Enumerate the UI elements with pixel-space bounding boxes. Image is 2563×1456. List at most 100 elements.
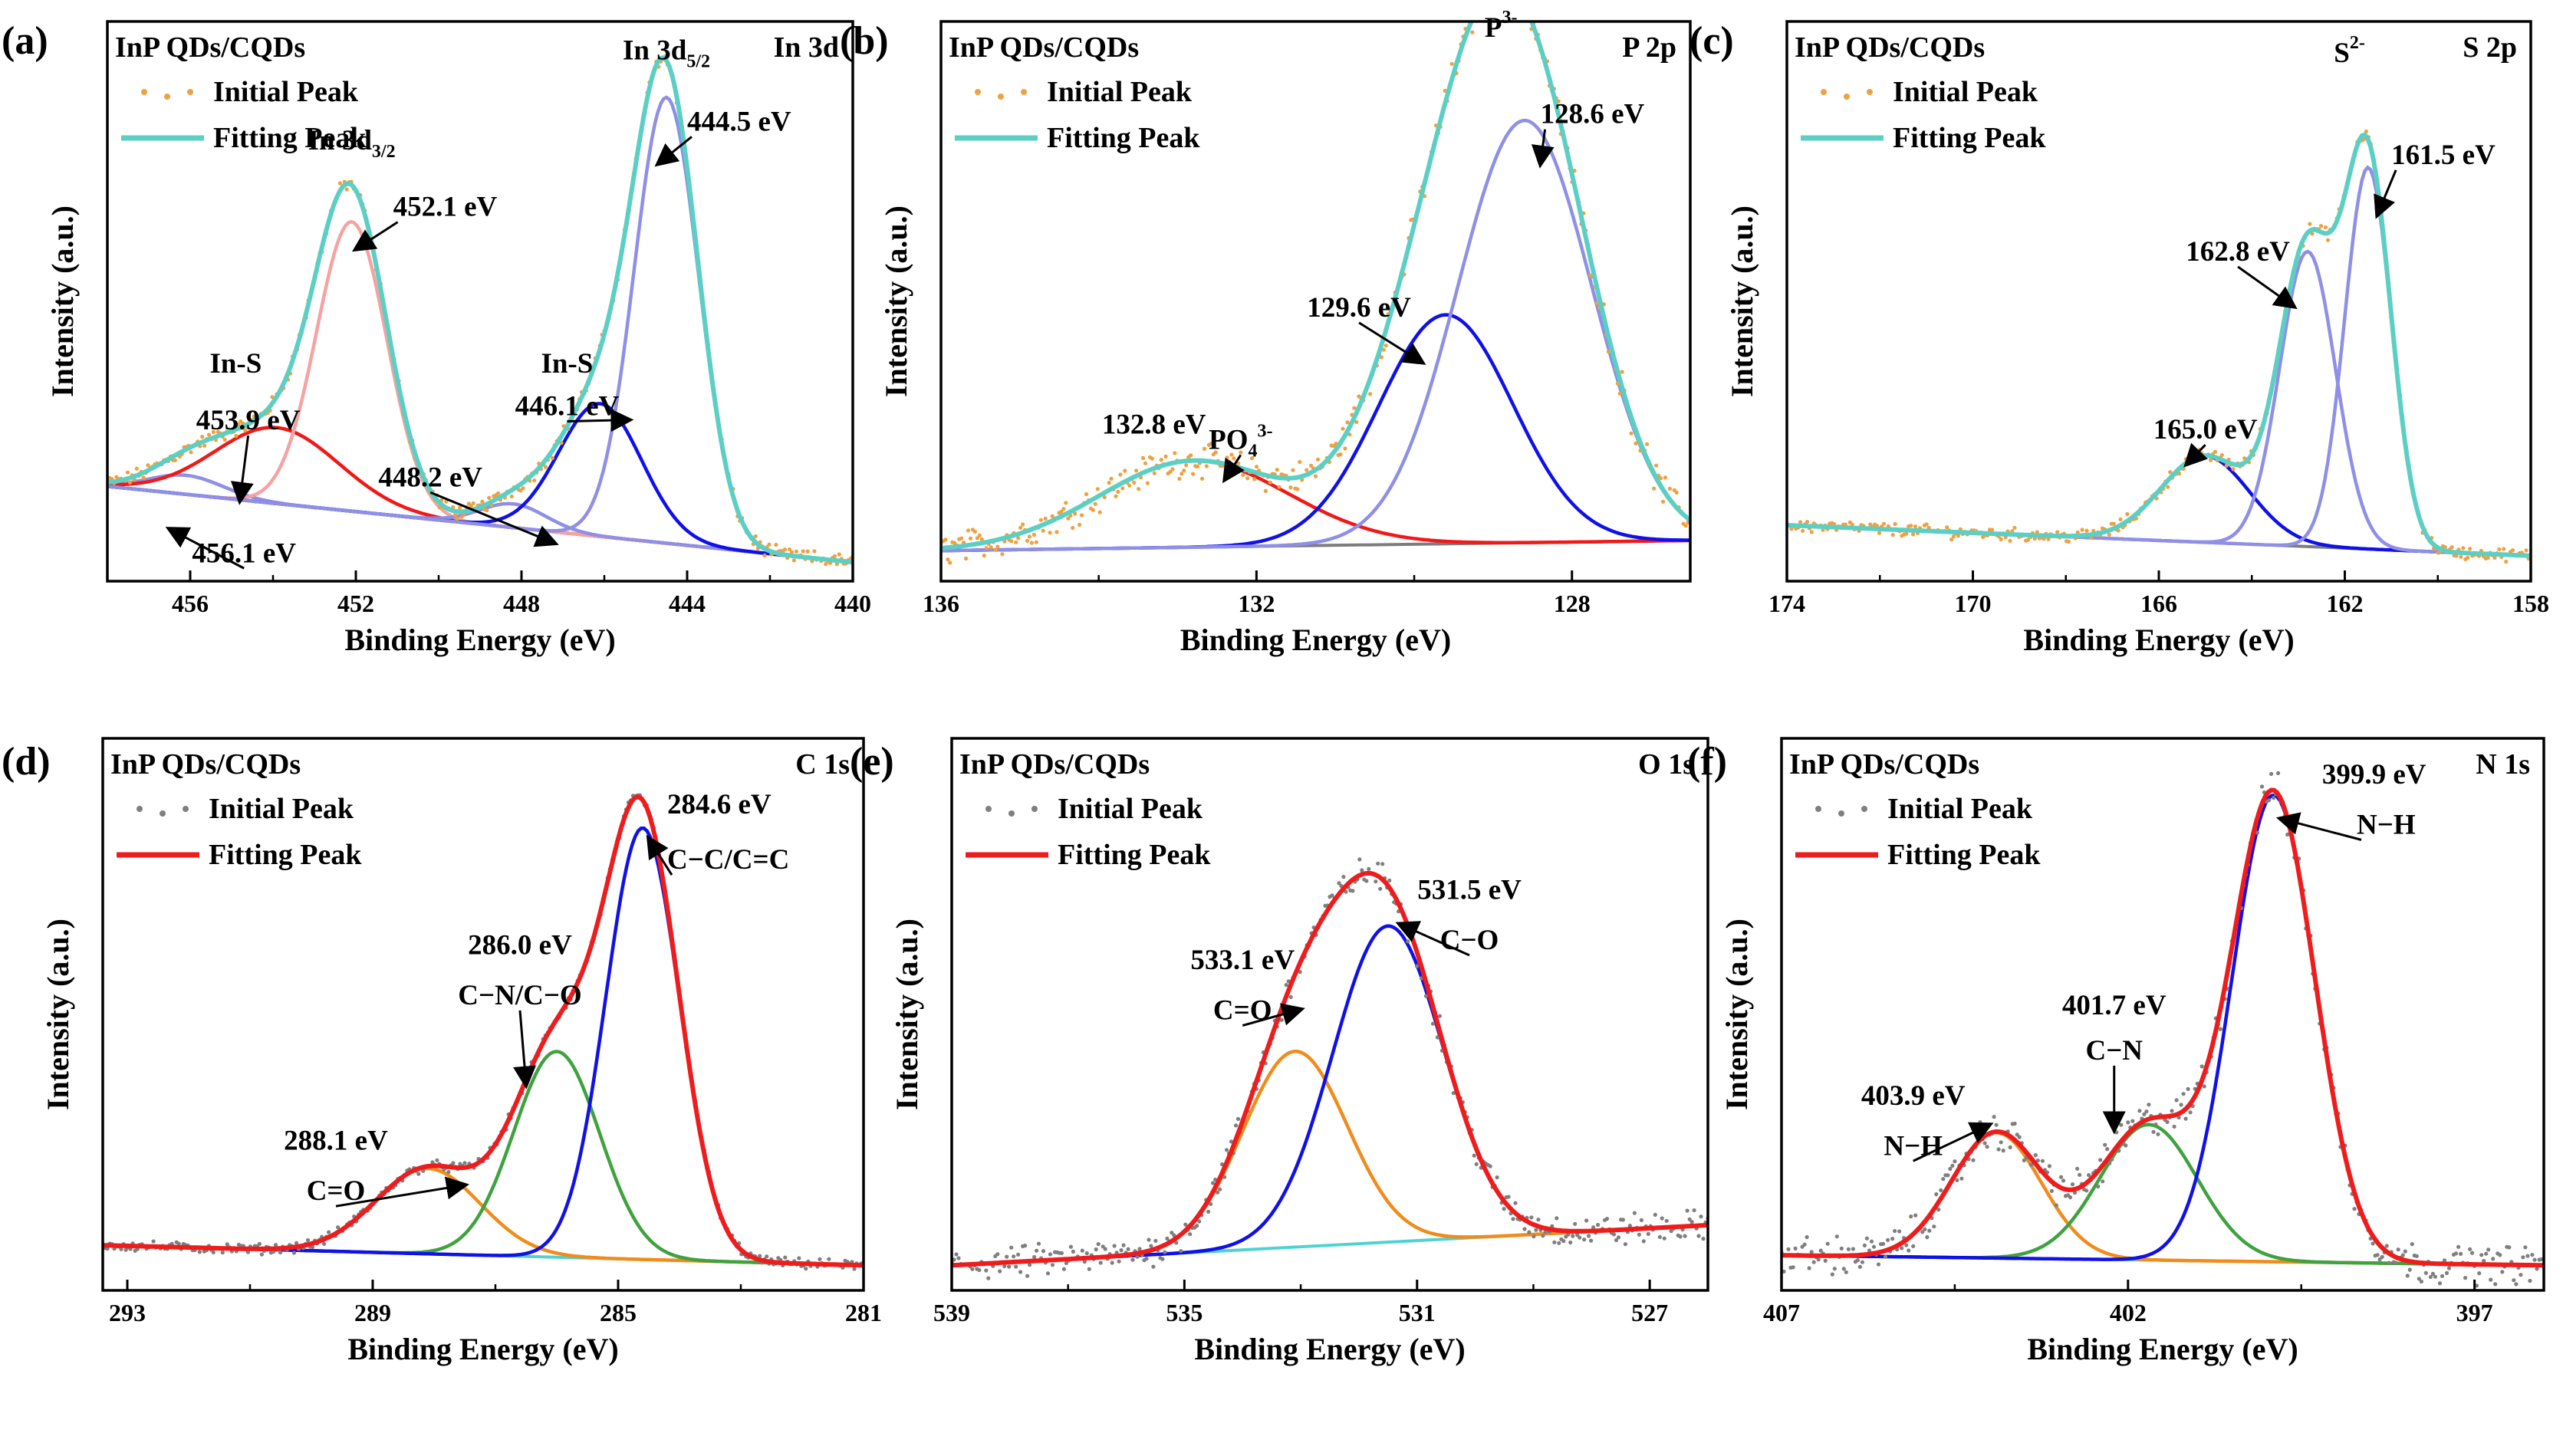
data-point <box>1087 1267 1091 1271</box>
initial-peak-points <box>1787 129 2531 564</box>
data-point <box>1344 889 1348 894</box>
data-point <box>783 1255 788 1260</box>
data-point <box>2535 1267 2539 1271</box>
panel-f: 407 402 397 Binding Energy (eV) Intensity (a… <box>1687 737 2545 1366</box>
fitting-peak-line <box>107 55 853 565</box>
data-point <box>959 536 964 541</box>
data-point <box>2325 238 2331 242</box>
data-point <box>2512 1278 2516 1283</box>
data-point <box>543 465 548 469</box>
data-point <box>1658 476 1663 481</box>
data-point <box>1116 489 1120 495</box>
data-point <box>1112 1244 1117 1248</box>
data-point <box>2015 1132 2019 1137</box>
data-point <box>977 533 982 537</box>
data-point <box>1850 522 1854 527</box>
panel-label: (d) <box>2 740 51 784</box>
peak-annotation: In-S <box>209 348 262 380</box>
data-point <box>1109 476 1114 481</box>
data-point <box>2153 1122 2158 1127</box>
legend-initial-peak: Initial Peak <box>213 76 359 108</box>
data-point <box>1126 1247 1130 1251</box>
x-tick-label: 539 <box>933 1299 970 1326</box>
sample-name: InP QDs/CQDs <box>1789 748 1979 781</box>
data-point <box>2497 547 2502 552</box>
data-point <box>1035 1248 1039 1253</box>
data-point <box>278 1250 283 1255</box>
data-point <box>1189 453 1193 458</box>
data-point <box>1687 1217 1692 1221</box>
data-point <box>1107 481 1111 485</box>
data-point <box>1678 1234 1683 1239</box>
core-level-title: P 2p <box>1622 31 1676 64</box>
data-point <box>1886 1237 1890 1242</box>
data-point <box>446 1169 451 1175</box>
annotation-arrow <box>654 136 693 167</box>
data-point <box>2219 453 2224 458</box>
data-point <box>1103 1247 1107 1251</box>
data-point <box>1662 1236 1666 1241</box>
peak-annotation: 444.5 eV <box>687 106 791 137</box>
data-point <box>2414 1254 2419 1258</box>
x-tick-label: 535 <box>1166 1299 1203 1326</box>
data-point <box>1589 1238 1594 1243</box>
data-point <box>1484 3 1488 7</box>
x-tick-label: 158 <box>2512 590 2549 617</box>
data-point <box>1338 452 1343 457</box>
data-point <box>1532 1234 1536 1239</box>
data-point <box>2213 449 2218 454</box>
data-point <box>1061 1267 1066 1271</box>
data-point <box>2130 1119 2135 1123</box>
data-point <box>1368 392 1373 396</box>
data-point <box>1948 1166 1953 1172</box>
data-point <box>2101 1179 2105 1184</box>
data-point <box>1364 879 1369 883</box>
data-point <box>1522 15 1526 18</box>
data-point <box>2459 1251 2463 1256</box>
peak-annotation: 456.1 eV <box>192 537 296 569</box>
data-point <box>1641 1239 1646 1244</box>
legend-dot-marker <box>975 89 981 95</box>
sample-name: InP QDs/CQDs <box>1795 31 1985 64</box>
data-point <box>234 434 239 439</box>
annotation-arrow <box>646 834 673 876</box>
data-point <box>2532 1257 2537 1262</box>
data-point <box>2033 1153 2038 1158</box>
data-point <box>2218 1027 2222 1031</box>
data-point <box>1054 530 1059 534</box>
data-point <box>1629 431 1634 435</box>
data-point <box>1816 1257 1821 1262</box>
data-point <box>968 536 973 541</box>
data-point <box>2168 470 2173 475</box>
data-point <box>1536 1218 1541 1222</box>
data-point <box>1078 522 1082 528</box>
panel-e: 539 535 531 527 Binding Energy (eV) Intensity… <box>850 737 1709 1366</box>
data-point <box>1360 868 1364 873</box>
legend-fitting-peak: Fitting Peak <box>213 122 367 154</box>
data-point <box>984 546 989 551</box>
data-point <box>1867 1248 1872 1253</box>
data-point <box>2456 1244 2461 1249</box>
data-point <box>1955 1178 1959 1182</box>
data-point <box>1337 881 1341 886</box>
data-point <box>1002 1264 1007 1269</box>
data-point <box>2126 1120 2130 1125</box>
x-tick-label: 444 <box>669 590 706 617</box>
data-point <box>2040 1159 2045 1163</box>
data-point <box>2446 1266 2452 1270</box>
data-point <box>995 544 1000 549</box>
data-point <box>1959 1176 1964 1181</box>
x-axis-label: Binding Energy (eV) <box>1180 623 1451 657</box>
fitting-peak-line <box>952 870 1708 1268</box>
peak-annotation: 531.5 eV <box>1417 874 1522 905</box>
data-point <box>1932 1224 1936 1229</box>
data-point <box>977 1267 982 1273</box>
data-point <box>1218 1187 1222 1191</box>
data-point <box>2066 539 2071 544</box>
data-point <box>2008 1145 2012 1149</box>
legend-dot-marker <box>160 810 166 817</box>
x-tick-label: 527 <box>1631 1299 1668 1326</box>
data-point <box>1048 1252 1053 1257</box>
data-point <box>1699 1214 1703 1219</box>
data-point <box>1701 1237 1706 1241</box>
